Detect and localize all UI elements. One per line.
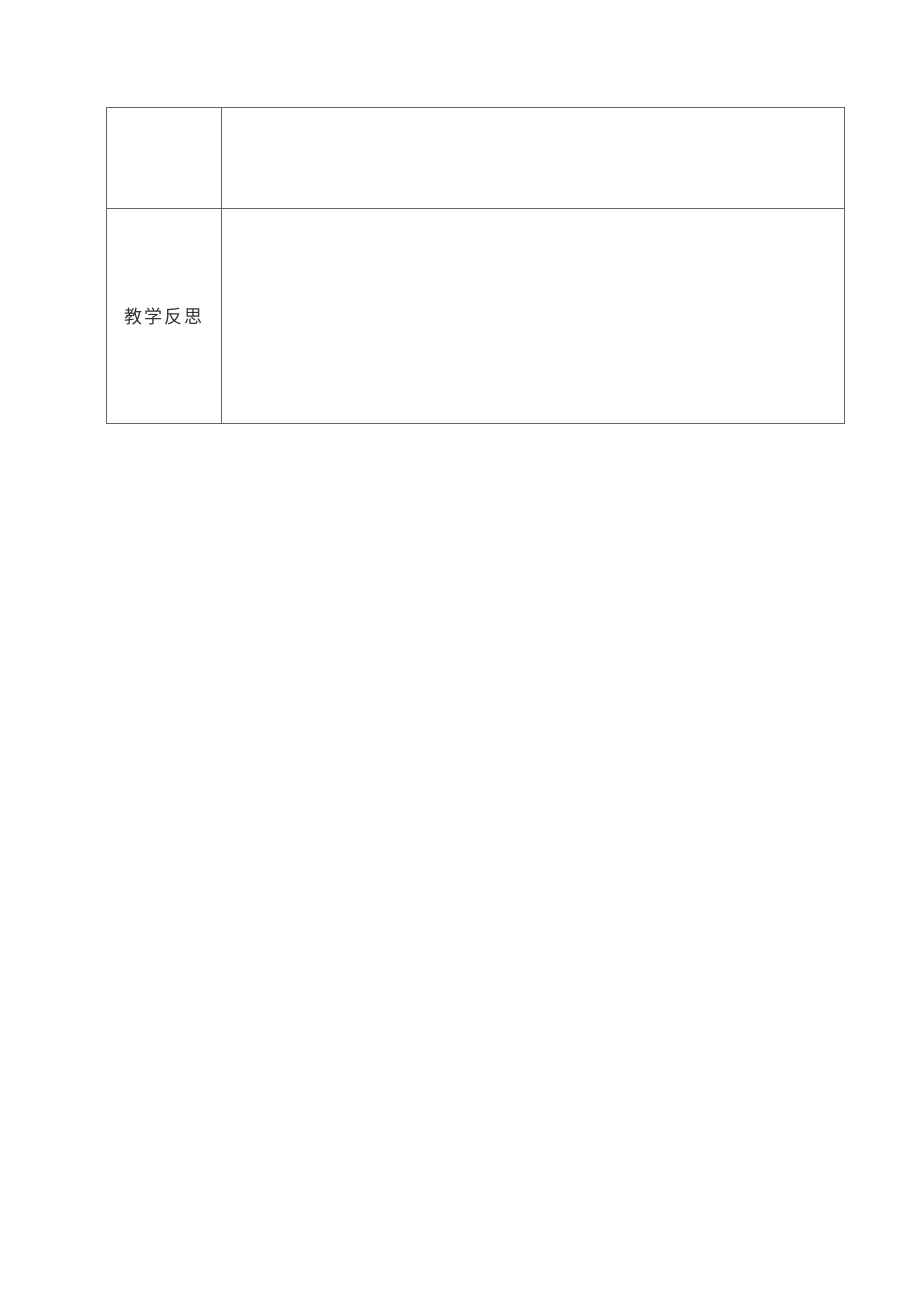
row1-label-cell: 教学反思 [107,209,222,424]
document-page: 教学反思 [0,0,920,1302]
row0-content-cell [222,108,845,209]
teaching-reflection-label: 教学反思 [124,307,204,327]
table-row [107,108,845,209]
row0-label-cell [107,108,222,209]
table-row: 教学反思 [107,209,845,424]
lesson-plan-table: 教学反思 [106,107,845,424]
row1-content-cell [222,209,845,424]
